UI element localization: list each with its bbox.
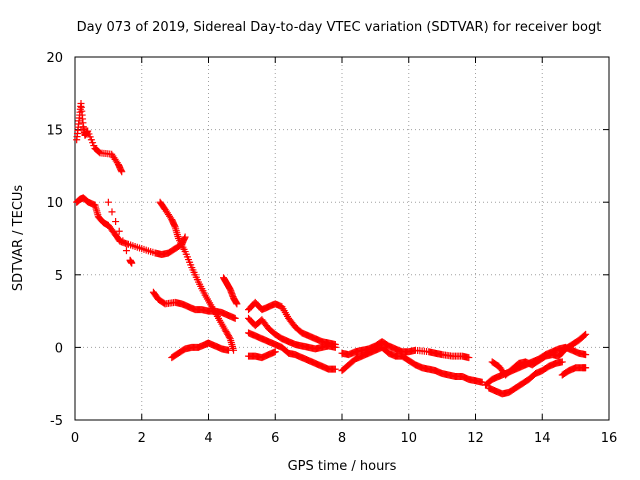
series-arc-j [245,348,279,362]
y-axis-label: SDTVAR / TECUs [11,185,26,292]
data-point [558,358,566,366]
data-point [465,354,473,362]
data-point [122,247,130,255]
data-point [331,343,339,351]
data-point [108,208,116,216]
data-point [231,314,239,322]
data-point [118,168,126,176]
y-tick-label: 15 [46,124,63,139]
x-tick-label: 2 [138,431,146,446]
y-tick-label: -5 [50,414,63,429]
series-arc-f [168,339,233,362]
y-tick-label: 5 [55,269,63,284]
series-arc-b-extra [104,198,136,267]
x-tick-label: 10 [400,431,417,446]
chart-title: Day 073 of 2019, Sidereal Day-to-day VTE… [77,20,602,35]
data-point [119,237,127,245]
x-tick-label: 14 [534,431,551,446]
data-point [104,198,112,206]
series-arc-p [558,364,590,379]
series-arc-i [245,329,339,373]
grid [75,57,609,420]
data-point [128,259,136,267]
x-axis-label: GPS time / hours [288,459,397,474]
series-arc-o [482,343,590,389]
x-tick-label: 0 [71,431,79,446]
data-point [582,364,590,372]
x-tick-label: 16 [601,431,618,446]
series-arc-k [338,343,486,386]
x-tick-label: 12 [467,431,484,446]
data-point [181,233,189,241]
data-markers [73,99,590,398]
data-point [331,365,339,373]
data-point [233,300,241,308]
x-tick-label: 8 [338,431,346,446]
series-arc-e [220,274,241,308]
data-point [225,333,233,341]
data-point [581,331,589,339]
series-arc-m [485,358,566,398]
data-point [582,351,590,359]
axis-ticks: 0 2 4 6 8 10 12 14 16 -5 0 5 10 15 20 [46,51,617,446]
data-point [225,346,233,354]
x-tick-label: 4 [204,431,212,446]
x-tick-label: 6 [271,431,279,446]
y-tick-label: 20 [46,51,63,66]
y-tick-label: 0 [55,341,63,356]
data-point [94,147,102,155]
data-point [115,227,123,235]
series-arc-l [338,338,473,362]
series-arc-h [245,314,339,353]
series-arc-b [73,194,189,258]
data-point [271,348,279,356]
series-arc-d [149,288,239,322]
data-point [112,218,120,226]
data-point [582,330,590,338]
y-tick-label: 10 [46,196,63,211]
series-arc-a [73,99,126,176]
